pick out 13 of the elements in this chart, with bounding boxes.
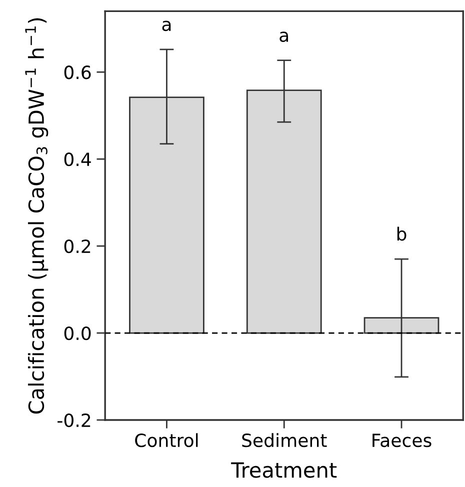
annotation: a [162,20,171,32]
y-axis-title: Calcification (μmol CaCO$_{3}$ gDW$^{−1}$ h$^{−1}$) [25,18,48,414]
y-tick-label: 0.4 [64,152,91,166]
annotation: a [280,32,288,42]
x-tick-label: Faeces [372,434,432,448]
y-tick-label: 0.0 [64,326,91,340]
y-tick-label: 0.6 [64,66,91,80]
annotation: b [397,226,406,241]
x-axis-title: Treatment [231,462,337,478]
x-tick-label: Control [135,433,198,448]
y-tick-label: -0.2 [58,413,90,428]
y-tick-label: 0.2 [64,239,90,254]
x-tick-label: Sediment [242,433,327,448]
